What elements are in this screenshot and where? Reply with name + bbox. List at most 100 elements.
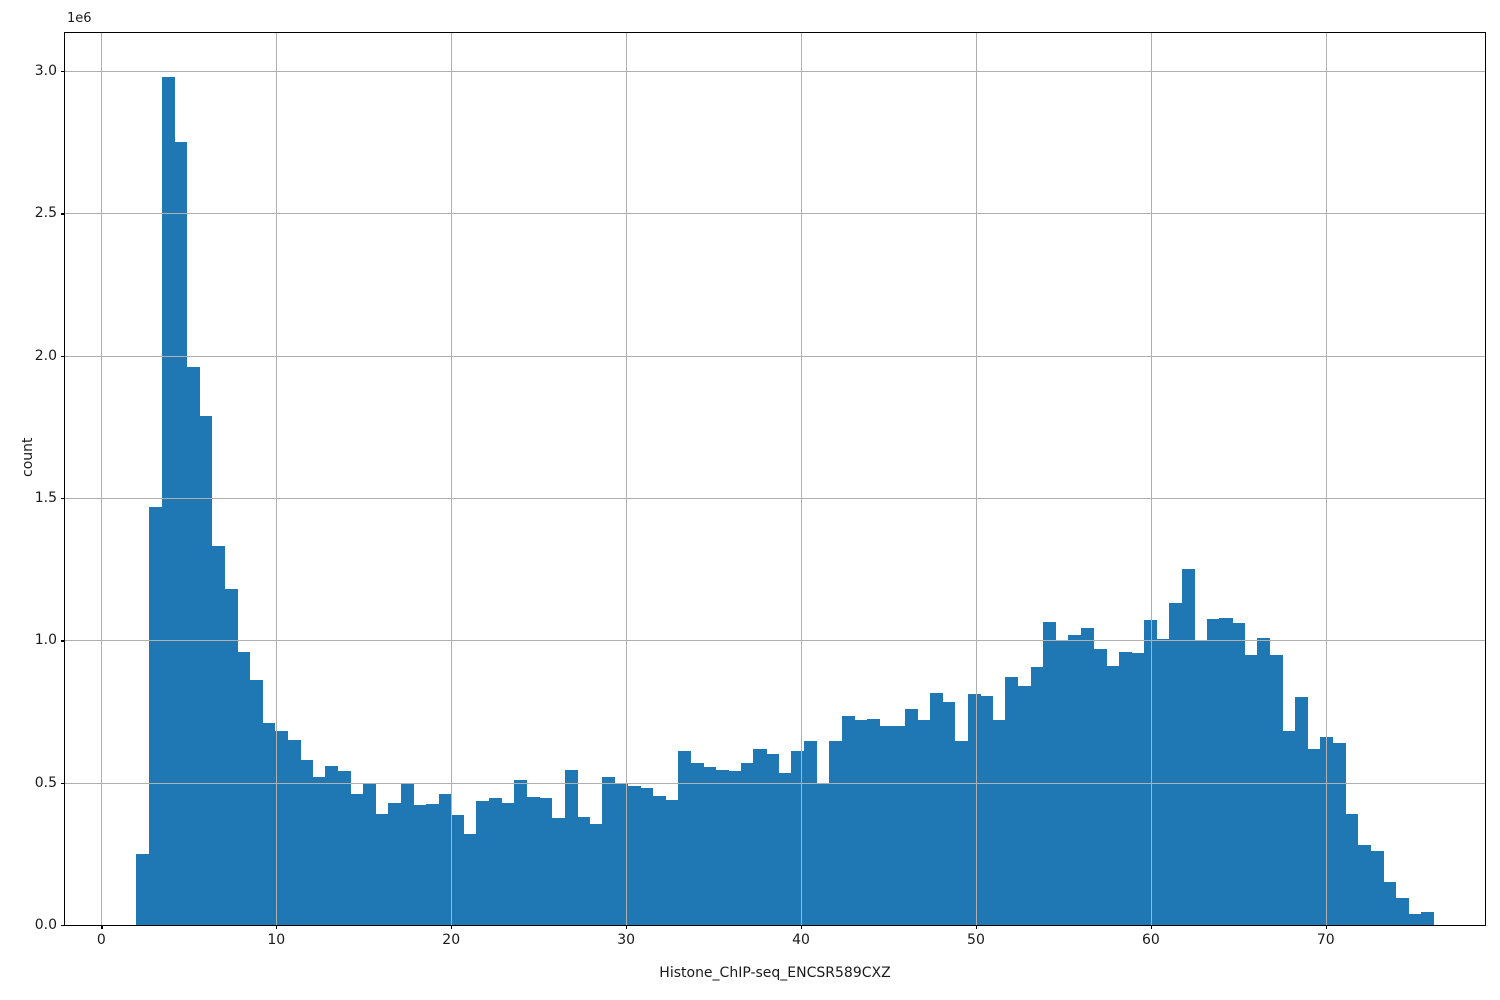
histogram-bar bbox=[728, 771, 742, 925]
x-axis-label: Histone_ChIP-seq_ENCSR589CXZ bbox=[659, 965, 891, 981]
gridline-vertical bbox=[1150, 33, 1152, 925]
histogram-bar bbox=[148, 506, 162, 925]
gridline-horizontal bbox=[65, 925, 1485, 926]
histogram-bar bbox=[1232, 623, 1246, 925]
histogram-bar bbox=[577, 816, 591, 925]
plot-area bbox=[65, 33, 1485, 926]
histogram-bar bbox=[1043, 621, 1057, 925]
x-tick-label: 10 bbox=[267, 932, 286, 948]
histogram-bar bbox=[1295, 697, 1309, 925]
histogram-bar bbox=[766, 754, 780, 925]
histogram-bar bbox=[211, 546, 225, 925]
x-tick-mark bbox=[101, 925, 103, 929]
histogram-bar bbox=[677, 751, 691, 925]
gridline-horizontal bbox=[65, 355, 1485, 357]
histogram-bar bbox=[942, 701, 956, 925]
y-tick-mark bbox=[61, 925, 65, 927]
gridline-vertical bbox=[626, 33, 628, 925]
y-tick-mark bbox=[61, 498, 65, 500]
histogram-bar bbox=[1420, 912, 1434, 925]
histogram-bar bbox=[753, 748, 767, 925]
histogram-bar bbox=[1383, 882, 1397, 925]
histogram-bar bbox=[249, 680, 263, 925]
histogram-bar bbox=[1358, 845, 1372, 925]
x-tick-mark bbox=[1150, 925, 1153, 929]
histogram-bar bbox=[551, 818, 565, 925]
y-tick-mark bbox=[61, 213, 65, 215]
histogram-bar bbox=[1005, 677, 1019, 925]
y-tick-label: 0.5 bbox=[34, 774, 57, 791]
histogram-bar bbox=[803, 741, 817, 925]
histogram-bar bbox=[274, 731, 288, 925]
x-tick-mark bbox=[801, 925, 803, 929]
histogram-bar bbox=[237, 651, 251, 925]
histogram-bar bbox=[854, 720, 868, 925]
histogram-bar bbox=[589, 823, 603, 925]
histogram-bar bbox=[1030, 667, 1044, 925]
x-tick-mark bbox=[276, 925, 278, 929]
histogram-bar bbox=[866, 718, 880, 925]
histogram-bar bbox=[1131, 653, 1145, 925]
histogram-bar bbox=[1370, 851, 1384, 925]
x-tick-mark bbox=[1325, 925, 1327, 929]
histogram-bar bbox=[1332, 742, 1346, 925]
histogram-bar bbox=[1093, 648, 1107, 925]
x-tick-mark bbox=[626, 925, 628, 929]
histogram-bar bbox=[1206, 619, 1220, 925]
histogram-bar bbox=[262, 722, 276, 925]
histogram-bar bbox=[463, 833, 477, 925]
histogram-bar bbox=[1219, 617, 1233, 925]
gridline-horizontal bbox=[65, 71, 1485, 73]
gridline-horizontal bbox=[65, 213, 1485, 215]
histogram-bar bbox=[413, 805, 427, 925]
histogram-bar bbox=[904, 708, 918, 925]
histogram-bar bbox=[312, 777, 326, 925]
y-tick-label: 2.5 bbox=[34, 205, 57, 222]
gridline-vertical bbox=[975, 33, 977, 925]
histogram-bar bbox=[161, 76, 175, 925]
x-tick-label: 0 bbox=[96, 932, 106, 948]
x-tick-label: 70 bbox=[1316, 932, 1335, 948]
y-tick-label: 0.0 bbox=[34, 917, 57, 933]
histogram-bar bbox=[640, 788, 654, 925]
x-tick-label: 30 bbox=[617, 932, 636, 948]
histogram-bar bbox=[1244, 654, 1258, 925]
gridline-horizontal bbox=[65, 640, 1485, 642]
histogram-bar bbox=[1143, 620, 1157, 925]
histogram-bar bbox=[375, 814, 389, 925]
y-tick-mark bbox=[61, 782, 65, 784]
histogram-bar bbox=[665, 799, 679, 925]
histogram-bar bbox=[1395, 897, 1409, 925]
histogram-bar bbox=[174, 142, 188, 925]
histogram-bar bbox=[300, 759, 314, 925]
histogram-bar bbox=[967, 694, 981, 925]
histogram-bar bbox=[1017, 685, 1031, 925]
y-tick-label: 3.0 bbox=[34, 63, 57, 80]
histogram-bar bbox=[1307, 748, 1321, 925]
histogram-bar bbox=[1080, 627, 1094, 925]
histogram-bar bbox=[451, 815, 465, 925]
histogram-bar bbox=[740, 762, 754, 925]
histogram-bar bbox=[954, 741, 969, 925]
y-tick-label: 2.0 bbox=[34, 347, 57, 364]
gridline-vertical bbox=[1325, 33, 1327, 925]
histogram-bar bbox=[287, 740, 301, 925]
histogram-bar bbox=[1118, 651, 1132, 925]
histogram-bar bbox=[388, 802, 402, 925]
x-tick-label: 50 bbox=[967, 932, 985, 948]
histogram-bar bbox=[514, 779, 528, 925]
y-tick-label: 1.5 bbox=[34, 490, 57, 507]
y-axis-offset-label: 1e6 bbox=[67, 11, 92, 26]
histogram-bar bbox=[363, 782, 377, 925]
histogram-bar bbox=[400, 782, 414, 925]
y-axis-label: count bbox=[19, 437, 36, 478]
histogram-bar bbox=[980, 695, 994, 925]
histogram-bar bbox=[614, 782, 628, 925]
histogram-bar bbox=[892, 725, 906, 925]
histogram-bar bbox=[526, 796, 540, 925]
histogram-bar bbox=[917, 720, 931, 925]
y-tick-label: 1.0 bbox=[34, 632, 57, 649]
histogram-bar bbox=[841, 715, 855, 925]
histogram-bar bbox=[501, 802, 515, 925]
